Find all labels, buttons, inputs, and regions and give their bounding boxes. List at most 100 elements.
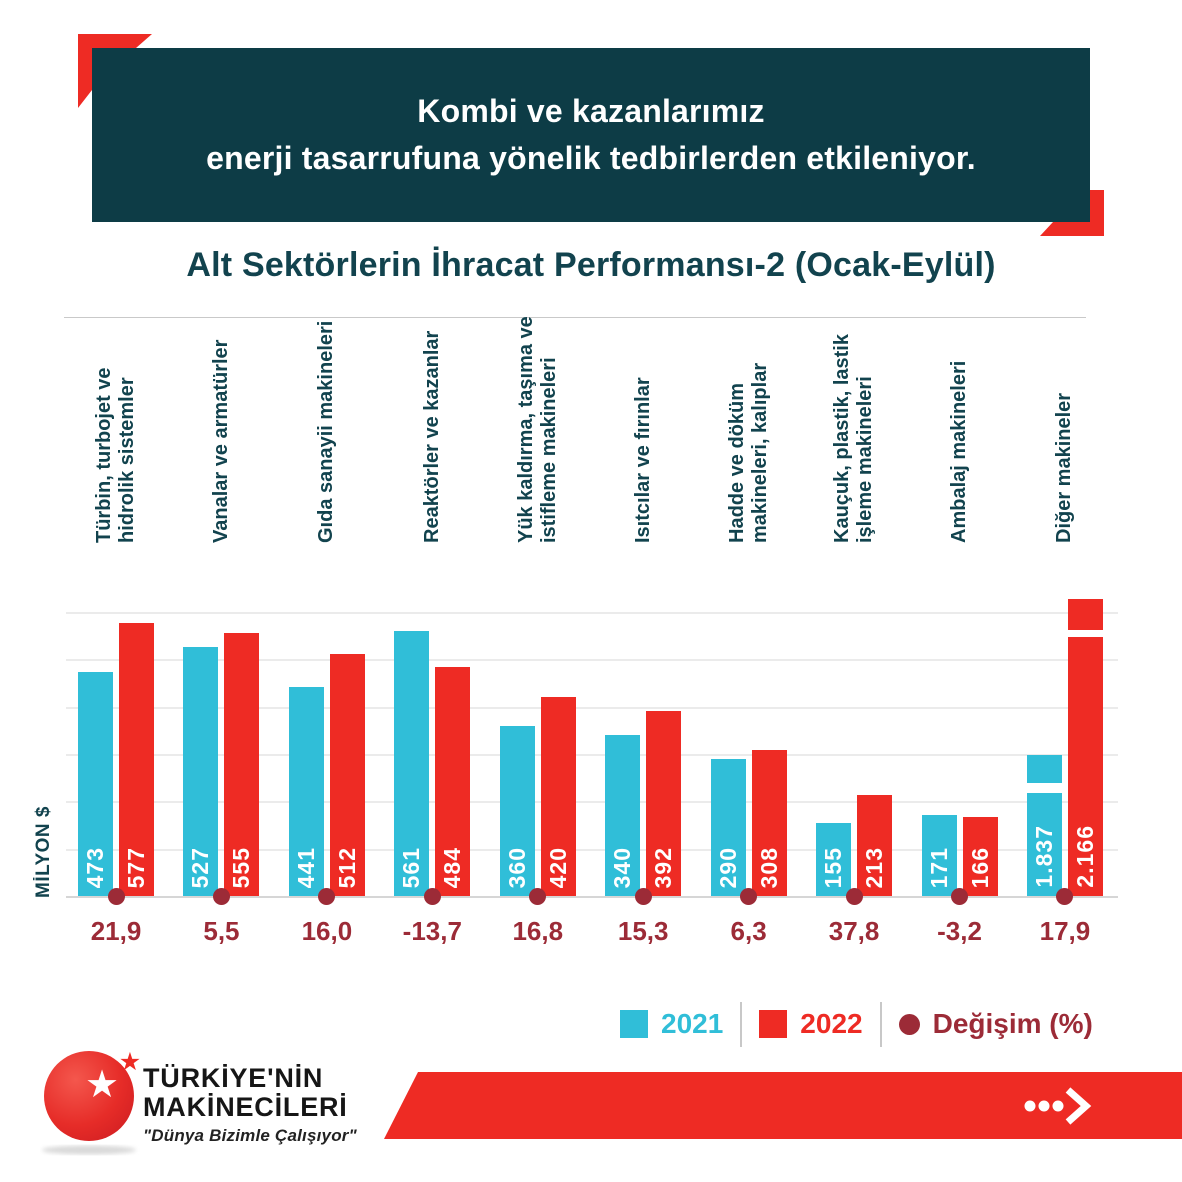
legend-swatch-square xyxy=(759,1010,788,1038)
gridline-200 xyxy=(66,801,1118,804)
gridline-500 xyxy=(66,659,1118,662)
change-pct-label-category-10: 17,9 xyxy=(1039,916,1091,946)
bar-value-label: 484 xyxy=(439,846,466,888)
logo-star-icon: ★ xyxy=(85,1062,119,1106)
bar-value-label: 155 xyxy=(820,846,847,888)
bar-value-label: 213 xyxy=(861,846,888,888)
y-axis-label: MİLYON $ xyxy=(33,806,54,898)
bar-2021-category-8: 155 xyxy=(816,823,852,896)
logo-text: TÜRKİYE'NİN MAKİNECİLERİ "Dünya Bizimle … xyxy=(143,1064,357,1146)
change-dot-category-4 xyxy=(423,887,441,905)
category-label-7: Hadde ve döküm makineleri, kalıplar xyxy=(725,362,771,543)
bar-value-label: 166 xyxy=(966,846,993,888)
bar-value-label: 577 xyxy=(123,846,149,888)
category-label-9: Ambalaj makineleri xyxy=(948,360,971,543)
legend-swatch-circle xyxy=(898,1013,920,1035)
legend-item-2: 2022 xyxy=(759,1008,863,1040)
change-pct-label-category-3: 16,0 xyxy=(301,916,353,946)
bar-2022-category-5: 420 xyxy=(540,697,576,896)
change-dot-category-2 xyxy=(212,887,230,905)
gridline-600 xyxy=(66,612,1118,615)
bar-value-label: 171 xyxy=(925,846,952,888)
bar-2021-category-10: 1.837 xyxy=(1023,755,1065,896)
legend-divider xyxy=(879,1001,882,1047)
change-dot-category-8 xyxy=(845,887,863,905)
bar-value-label: 555 xyxy=(228,846,255,888)
footer-arrow-banner[interactable] xyxy=(0,1068,1182,1146)
bar-2022-category-2: 555 xyxy=(224,633,260,896)
bar-2022-category-6: 392 xyxy=(646,711,682,896)
bar-value-label: 527 xyxy=(187,846,214,888)
bar-2022-category-3: 512 xyxy=(329,654,365,896)
bar-value-label: 473 xyxy=(82,846,108,888)
bar-2021-category-4: 561 xyxy=(394,631,430,896)
bar-value-label: 1.837 xyxy=(1030,825,1057,888)
legend-label: Değişim (%) xyxy=(932,1008,1093,1039)
change-pct-label-category-1: 21,9 xyxy=(90,916,142,946)
banner-corner-accent-top-left xyxy=(78,34,152,108)
change-dot-category-6 xyxy=(634,887,652,905)
bar-value-label: 360 xyxy=(503,846,530,888)
bar-2022-category-9: 166 xyxy=(962,817,998,896)
category-label-8: Kauçuk, plastik, lastik işleme makineleri xyxy=(831,334,877,543)
bar-2022-category-7: 308 xyxy=(751,750,787,896)
bar-2021-category-7: 290 xyxy=(710,759,746,896)
logo-slogan: "Dünya Bizimle Çalışıyor" xyxy=(143,1126,357,1145)
category-label-2: Vanalar ve armatürler xyxy=(209,339,232,543)
axis-break-mark xyxy=(1064,630,1106,637)
bar-value-label: 290 xyxy=(714,846,741,888)
gridline-100 xyxy=(66,848,1118,851)
bar-value-label: 340 xyxy=(609,846,636,888)
logo-small-star-icon: ★ xyxy=(119,1047,141,1076)
chart-title: Alt Sektörlerin İhracat Performansı-2 (O… xyxy=(186,246,996,284)
bar-value-label: 392 xyxy=(650,846,677,888)
axis-break-mark xyxy=(1023,783,1065,793)
bar-value-label: 2.166 xyxy=(1071,825,1098,888)
change-pct-label-category-9: -3,2 xyxy=(937,916,982,946)
category-label-5: Yük kaldırma, taşıma ve istifleme makinel… xyxy=(514,316,560,543)
bar-2021-category-3: 441 xyxy=(288,687,324,896)
legend-label: 2021 xyxy=(661,1008,724,1039)
bar-value-label: 441 xyxy=(292,846,319,888)
change-dot-category-5 xyxy=(529,887,547,905)
banner-corner-accent-bottom-right xyxy=(1040,190,1104,236)
change-pct-label-category-8: 37,8 xyxy=(828,916,880,946)
change-pct-label-category-2: 5,5 xyxy=(203,916,240,946)
title-divider xyxy=(64,317,1086,318)
change-pct-label-category-5: 16,8 xyxy=(512,916,564,946)
bar-2021-category-9: 171 xyxy=(921,815,957,896)
bar-value-label: 420 xyxy=(544,846,571,888)
bar-value-label: 512 xyxy=(333,846,360,888)
bar-2021-category-5: 360 xyxy=(499,726,535,896)
logo-mark: ★ ★ xyxy=(42,1047,141,1155)
change-dot-category-9 xyxy=(951,887,969,905)
logo-name-line-2: MAKİNECİLERİ xyxy=(143,1092,348,1122)
legend-item-3: Değişim (%) xyxy=(898,1008,1093,1040)
bar-value-label: 308 xyxy=(755,846,782,888)
category-label-4: Reaktörler ve kazanlar xyxy=(420,330,443,543)
bar-2021-category-1: 473 xyxy=(78,672,113,896)
legend-label: 2022 xyxy=(800,1008,863,1039)
headline-line-1: Kombi ve kazanlarımız xyxy=(417,93,765,129)
change-dot-category-7 xyxy=(740,887,758,905)
bar-2021-category-2: 527 xyxy=(183,647,219,896)
bar-2022-category-10: 2.166 xyxy=(1064,599,1106,896)
logo-shadow xyxy=(42,1145,136,1155)
gridline-300 xyxy=(66,754,1118,757)
chart-legend: 2021 2022 Değişim (%) xyxy=(620,1000,1093,1048)
logo-name-line-1: TÜRKİYE'NİN xyxy=(143,1063,324,1093)
headline-banner: Kombi ve kazanlarımız enerji tasarrufuna… xyxy=(92,48,1090,222)
bar-2022-category-4: 484 xyxy=(435,667,471,896)
legend-divider xyxy=(740,1001,743,1047)
x-axis-baseline xyxy=(66,896,1118,898)
change-pct-label-category-6: 15,3 xyxy=(617,916,669,946)
legend-item-1: 2021 xyxy=(620,1008,723,1040)
bar-2022-category-8: 213 xyxy=(857,795,893,896)
category-label-6: Isıtcılar ve fırınlar xyxy=(631,377,654,543)
bar-2021-category-6: 340 xyxy=(605,735,641,896)
category-label-3: Gıda sanayii makineleri xyxy=(315,320,338,543)
change-dot-category-1 xyxy=(107,887,125,905)
chevron-right-icon xyxy=(1065,1087,1092,1125)
bar-value-label: 561 xyxy=(398,846,425,888)
